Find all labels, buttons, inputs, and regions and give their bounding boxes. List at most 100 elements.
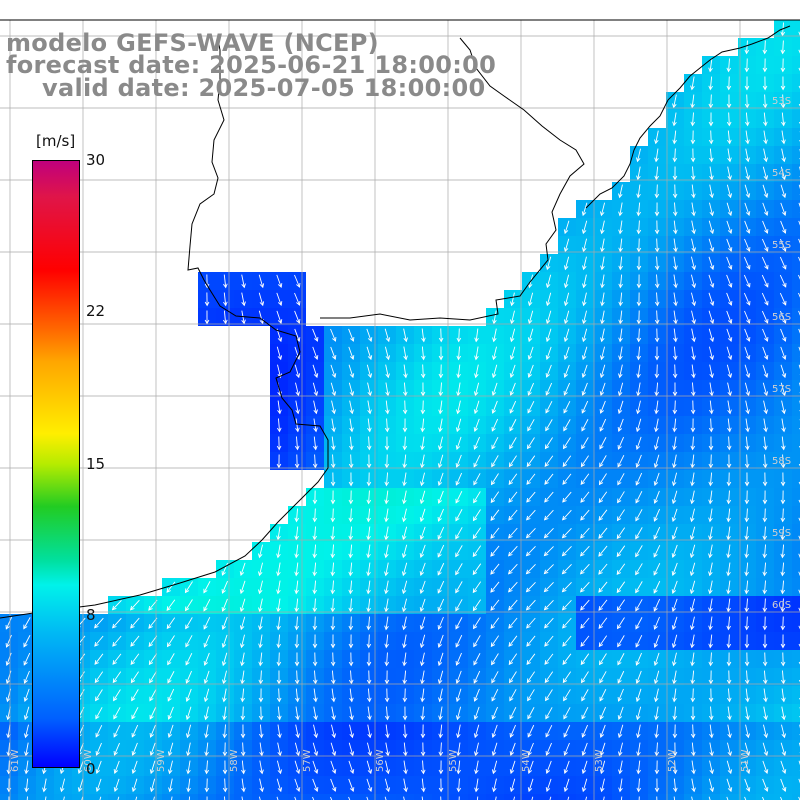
wind-vector [510,346,516,360]
wind-vector [637,346,641,360]
wind-cell [792,740,800,758]
wind-vector-head [780,103,786,109]
colorbar-unit: [m/s] [34,132,78,150]
wind-vector-head [563,247,569,253]
wind-vector-head [95,769,101,774]
wind-vector-head [223,301,228,307]
wind-vector [332,544,334,558]
wind-vector [185,581,193,593]
wind-vector-head [690,445,696,451]
wind-vector [635,599,643,611]
wind-vector-head [240,679,245,685]
wind-vector [6,652,12,666]
wind-vector-head [455,588,460,594]
wind-vector-head [581,408,586,414]
wind-vector [781,580,785,594]
wind-vector-head [727,211,733,217]
wind-vector [490,545,500,557]
wind-vector-head [241,301,246,307]
wind-vector-head [367,715,372,721]
wind-vector-head [402,391,408,397]
wind-vector [508,635,518,647]
wind-vector [475,346,479,360]
wind-vector [601,310,605,324]
wind-vector [421,670,425,684]
wind-vector-head [763,715,768,721]
wind-cell [792,704,800,722]
wind-vector-head [348,643,354,649]
wind-vector-head [582,265,587,271]
wind-vector-head [708,445,714,451]
wind-vector-head [580,605,585,611]
wind-vector [313,724,317,738]
wind-vector-head [671,625,677,631]
wind-vector-head [545,301,551,307]
wind-vector-head [726,679,732,685]
wind-vector [330,328,336,342]
wind-vector [672,634,678,648]
wind-vector [186,706,192,720]
wind-vector-head [366,697,372,703]
wind-vector [403,382,407,396]
wind-vector-head [385,337,391,343]
wind-vector [673,112,677,126]
wind-vector-head [221,661,227,667]
wind-vector [620,796,623,800]
wind-vector [474,706,480,720]
wind-vector-head [654,733,659,739]
wind-vector [420,490,426,504]
wind-vector [727,706,731,720]
wind-vector [166,581,176,593]
wind-vector [457,742,461,756]
wind-vector [617,617,625,629]
wind-vector-head [636,301,642,307]
wind-vector-head [780,661,786,667]
wind-vector [582,778,588,792]
wind-vector-head [438,697,443,703]
wind-cell [774,794,792,800]
wind-vector-head [420,463,425,469]
wind-vector [131,689,139,701]
wind-vector-head [455,570,460,576]
wind-vector-head [403,337,408,343]
wind-vector-head [689,553,695,559]
wind-vector [168,724,174,738]
wind-vector-head [563,229,569,235]
wind-vector [618,400,624,414]
wind-vector-head [598,588,603,593]
wind-vector-head [24,787,29,793]
wind-vector-head [763,211,769,216]
wind-vector-head [654,787,660,793]
wind-vector-head [691,193,696,199]
wind-vector-head [401,535,407,541]
wind-vector [655,148,659,162]
wind-vector-head [473,480,478,486]
wind-vector [780,796,783,800]
wind-vector [726,202,732,216]
wind-vector [135,796,138,800]
wind-vector-head [763,355,769,360]
wind-vector [779,274,787,288]
wind-vector-head [727,337,733,343]
wind-vector-head [277,409,282,415]
wind-vector [600,760,606,774]
wind-vector [24,670,30,684]
wind-vector [367,400,371,414]
wind-vector-head [762,499,768,505]
lon-label: 51W [740,749,751,772]
wind-vector-head [780,31,786,37]
wind-vector-head [366,643,372,649]
wind-vector [508,581,518,593]
wind-vector-head [618,247,623,253]
wind-vector [421,454,425,468]
wind-vector-head [562,623,567,629]
wind-vector-head [672,157,678,163]
wind-vector-head [543,605,549,611]
wind-vector-head [672,121,677,127]
wind-vector [727,508,731,522]
wind-vector-head [708,553,713,559]
wind-vector-head [618,787,623,793]
wind-vector [781,724,785,738]
wind-vector [581,455,589,467]
wind-vector-head [635,498,640,504]
